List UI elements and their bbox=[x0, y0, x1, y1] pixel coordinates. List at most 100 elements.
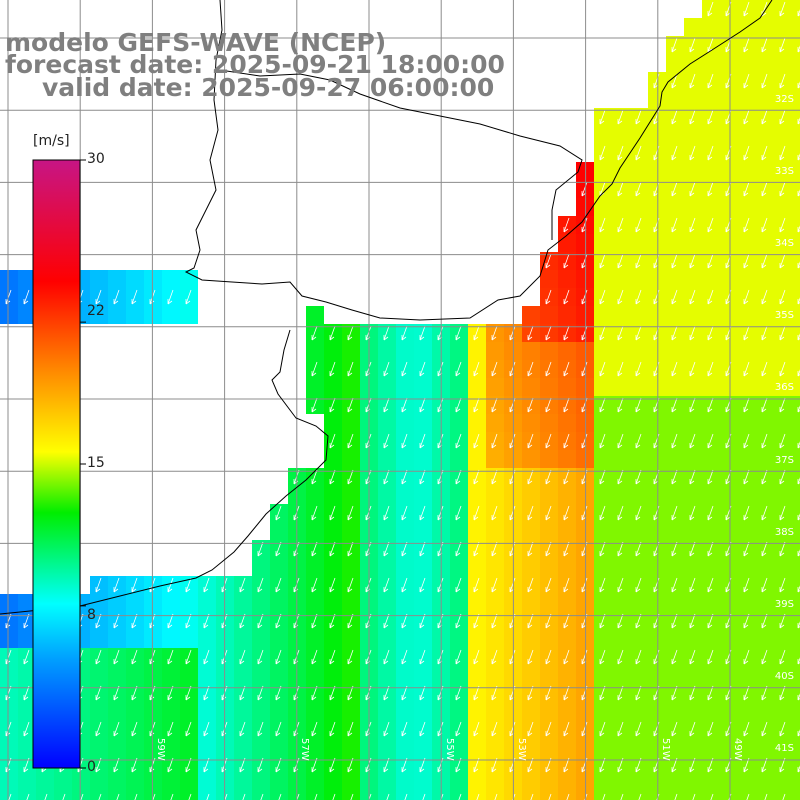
speed-cell bbox=[630, 504, 648, 522]
speed-cell bbox=[756, 108, 774, 126]
speed-cell bbox=[792, 792, 800, 800]
wind-arrow bbox=[455, 469, 462, 485]
speed-cell bbox=[666, 504, 684, 522]
speed-cell bbox=[576, 216, 594, 234]
speed-cell bbox=[126, 756, 144, 774]
speed-cell bbox=[774, 324, 792, 342]
speed-cell bbox=[144, 306, 162, 324]
wind-arrow bbox=[689, 217, 696, 233]
speed-cell bbox=[450, 396, 468, 414]
speed-cell bbox=[306, 630, 324, 648]
speed-cell bbox=[450, 414, 468, 432]
speed-cell bbox=[234, 612, 252, 630]
wind-arrow bbox=[761, 649, 768, 665]
speed-cell bbox=[648, 414, 666, 432]
speed-cell bbox=[558, 486, 576, 504]
speed-cell bbox=[702, 270, 720, 288]
speed-cell bbox=[756, 720, 774, 738]
wind-arrow bbox=[689, 109, 696, 125]
speed-cell bbox=[720, 144, 738, 162]
speed-cell bbox=[342, 324, 360, 342]
speed-cell bbox=[324, 558, 342, 576]
speed-cell bbox=[594, 432, 612, 450]
speed-cell bbox=[180, 288, 198, 306]
colorbar-unit: [m/s] bbox=[33, 133, 70, 149]
speed-cell bbox=[522, 486, 540, 504]
speed-cell bbox=[648, 684, 666, 702]
speed-cell bbox=[540, 720, 558, 738]
wind-arrow bbox=[491, 541, 498, 557]
speed-cell bbox=[594, 144, 612, 162]
speed-cell bbox=[720, 90, 738, 108]
speed-cell bbox=[414, 774, 432, 792]
coastline bbox=[184, 0, 773, 321]
speed-cell bbox=[792, 72, 800, 90]
wind-arrow bbox=[419, 505, 426, 521]
speed-cell bbox=[378, 756, 396, 774]
speed-cell bbox=[594, 198, 612, 216]
speed-cell bbox=[702, 720, 720, 738]
speed-cell bbox=[702, 612, 720, 630]
wind-arrow bbox=[131, 289, 138, 305]
speed-cell bbox=[666, 540, 684, 558]
wind-arrow bbox=[401, 469, 408, 485]
wind-arrow bbox=[599, 361, 606, 377]
wind-arrow bbox=[545, 289, 552, 305]
speed-cell bbox=[234, 576, 252, 594]
speed-cell bbox=[486, 540, 504, 558]
wind-arrow bbox=[329, 613, 336, 629]
speed-cell bbox=[738, 612, 756, 630]
speed-cell bbox=[648, 774, 666, 792]
speed-cell bbox=[666, 270, 684, 288]
speed-cell bbox=[576, 324, 594, 342]
speed-cell bbox=[792, 54, 800, 72]
speed-cell bbox=[540, 432, 558, 450]
speed-cell bbox=[180, 612, 198, 630]
wind-arrow bbox=[188, 793, 192, 800]
speed-cell bbox=[612, 558, 630, 576]
speed-cell bbox=[738, 180, 756, 198]
speed-cell bbox=[648, 468, 666, 486]
wind-arrow bbox=[152, 793, 156, 800]
speed-cell bbox=[738, 594, 756, 612]
wind-arrow bbox=[779, 505, 786, 521]
speed-cell bbox=[450, 576, 468, 594]
speed-cell bbox=[522, 450, 540, 468]
speed-cell bbox=[306, 594, 324, 612]
wind-arrow bbox=[671, 325, 678, 341]
wind-arrow bbox=[311, 361, 318, 377]
wind-arrow bbox=[707, 613, 714, 629]
speed-cell bbox=[774, 594, 792, 612]
speed-cell bbox=[396, 432, 414, 450]
wind-arrow bbox=[779, 577, 786, 593]
speed-cell bbox=[774, 0, 792, 18]
wind-arrow bbox=[689, 541, 696, 557]
speed-cell bbox=[738, 378, 756, 396]
wind-arrow bbox=[545, 505, 552, 521]
wind-arrow bbox=[797, 405, 800, 413]
speed-cell bbox=[792, 684, 800, 702]
speed-cell bbox=[234, 756, 252, 774]
speed-cell bbox=[522, 540, 540, 558]
wind-arrow bbox=[383, 685, 390, 701]
speed-cell bbox=[648, 342, 666, 360]
wind-arrow bbox=[743, 289, 750, 305]
speed-cell bbox=[396, 450, 414, 468]
wind-arrow bbox=[635, 253, 642, 269]
wind-arrow bbox=[329, 505, 336, 521]
speed-cell bbox=[594, 180, 612, 198]
wind-arrow bbox=[383, 325, 390, 341]
speed-cell bbox=[198, 594, 216, 612]
speed-cell bbox=[756, 648, 774, 666]
wind-arrow bbox=[563, 469, 570, 485]
speed-cell bbox=[756, 252, 774, 270]
speed-cell bbox=[612, 216, 630, 234]
speed-cell bbox=[324, 360, 342, 378]
speed-cell bbox=[684, 90, 702, 108]
speed-cell bbox=[540, 612, 558, 630]
wind-arrow bbox=[602, 793, 606, 800]
speed-cell bbox=[792, 360, 800, 378]
speed-cell bbox=[684, 360, 702, 378]
speed-cell bbox=[630, 198, 648, 216]
speed-cell bbox=[576, 306, 594, 324]
